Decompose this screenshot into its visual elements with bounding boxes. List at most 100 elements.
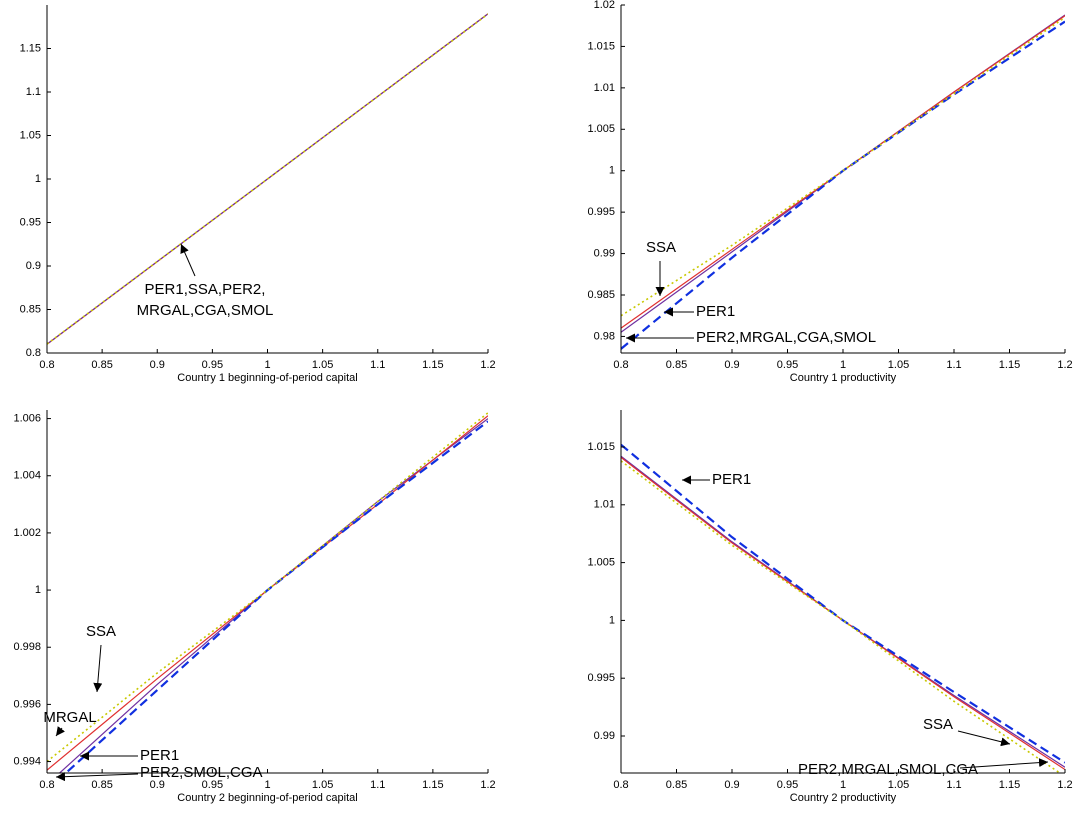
lines: [621, 443, 1065, 773]
y-tick-label: 0.995: [587, 206, 615, 218]
x-tick-label: 1.2: [1057, 359, 1072, 371]
subplot: 0.8 0.85 0.9 0.95 1 1.05 1.1 1.15 1.2 0.99 0.995 1 1…: [587, 410, 1073, 804]
annotation-arrow: [55, 726, 65, 737]
y-tick-label: 1: [35, 173, 41, 185]
lines: [47, 13, 488, 345]
annotation: PER2,MRGAL,CGA,SMOL: [696, 329, 876, 346]
subplot: 0.8 0.85 0.9 0.95 1 1.05 1.1 1.15 1.2 0.994 0.996 0…: [13, 410, 496, 804]
annotation: PER2,SMOL,CGA: [140, 764, 263, 781]
x-tick-label: 1.15: [422, 779, 443, 791]
series-line: [64, 420, 488, 773]
annotation: SSA: [86, 623, 116, 640]
y-tick-label: 1.002: [13, 527, 41, 539]
x-tick-label: 1: [264, 359, 270, 371]
y-tick-label: 1.01: [594, 82, 615, 94]
annotation: PER1,SSA,PER2,: [145, 281, 266, 298]
annotation: MRGAL: [43, 709, 96, 726]
annotation-arrow: [55, 772, 139, 782]
x-tick-label: 0.85: [91, 359, 112, 371]
x-tick-label: 1.15: [999, 779, 1020, 791]
x-tick-label: 1.1: [946, 359, 961, 371]
series-line: [47, 13, 488, 345]
y-tick-label: 1.005: [587, 123, 615, 135]
x-tick-label: 0.9: [724, 779, 739, 791]
y-tick-label: 0.994: [13, 755, 41, 767]
x-tick-label: 1: [840, 359, 846, 371]
x-tick-label: 1.05: [312, 359, 333, 371]
y-tick-label: 0.998: [13, 641, 41, 653]
y-tick-label: 0.99: [594, 247, 615, 259]
y-tick-label: 1: [35, 584, 41, 596]
x-tick-label: 0.95: [777, 359, 798, 371]
x-tick-label: 0.9: [150, 359, 165, 371]
annotation: MRGAL,CGA,SMOL: [137, 302, 274, 319]
x-tick-label: 0.85: [666, 779, 687, 791]
y-tick-label: 1.02: [594, 0, 615, 11]
annotation: SSA: [923, 716, 953, 733]
y-tick-label: 1.05: [20, 129, 41, 141]
x-tick-label: 1.15: [999, 359, 1020, 371]
series-line: [621, 20, 1065, 350]
x-tick-label: 1.2: [480, 359, 495, 371]
y-tick-label: 1.15: [20, 42, 41, 54]
annotation: PER2,MRGAL,SMOL,CGA: [798, 761, 978, 778]
x-tick-label: 1: [264, 779, 270, 791]
x-axis-label: Country 1 beginning-of-period capital: [177, 372, 357, 384]
x-axis-label: Country 2 beginning-of-period capital: [177, 792, 357, 804]
annotation: SSA: [646, 239, 676, 256]
x-tick-label: 0.9: [150, 779, 165, 791]
annotation: PER1: [696, 303, 735, 320]
x-axis-label: Country 2 productivity: [790, 792, 897, 804]
y-tick-label: 0.98: [594, 330, 615, 342]
annotation: PER1: [712, 471, 751, 488]
lines: [47, 412, 488, 773]
x-tick-label: 0.8: [613, 359, 628, 371]
y-tick-label: 0.985: [587, 289, 615, 301]
y-tick-label: 0.99: [594, 730, 615, 742]
x-tick-label: 1.2: [480, 779, 495, 791]
x-tick-label: 0.85: [91, 779, 112, 791]
x-tick-label: 1.2: [1057, 779, 1072, 791]
y-tick-label: 1.004: [13, 470, 41, 482]
x-tick-label: 0.9: [724, 359, 739, 371]
y-tick-label: 1: [609, 614, 615, 626]
series-line: [47, 415, 488, 771]
x-tick-label: 1.1: [946, 779, 961, 791]
annotation-arrow: [180, 243, 196, 277]
y-tick-label: 0.8: [26, 347, 41, 359]
series-line: [621, 460, 1062, 773]
x-tick-label: 1.1: [370, 779, 385, 791]
y-tick-label: 0.9: [26, 260, 41, 272]
x-tick-label: 1.15: [422, 359, 443, 371]
y-tick-label: 0.85: [20, 303, 41, 315]
series-line: [47, 412, 488, 763]
x-tick-label: 0.95: [202, 359, 223, 371]
x-tick-label: 1.05: [888, 779, 909, 791]
subplot: 0.8 0.85 0.9 0.95 1 1.05 1.1 1.15 1.2 0.8 0.85 0.9 0…: [20, 5, 496, 384]
x-tick-label: 0.95: [202, 779, 223, 791]
x-tick-label: 1.05: [312, 779, 333, 791]
x-tick-label: 1: [840, 779, 846, 791]
y-tick-label: 1.006: [13, 412, 41, 424]
series-line: [621, 16, 1065, 317]
annotation: PER1: [140, 747, 179, 764]
x-tick-label: 0.8: [39, 359, 54, 371]
subplot: 0.8 0.85 0.9 0.95 1 1.05 1.1 1.15 1.2 0.98 0.985 0.…: [587, 0, 1072, 384]
x-tick-label: 0.95: [777, 779, 798, 791]
annotation-arrow: [93, 644, 103, 693]
series-line: [621, 14, 1065, 333]
x-tick-label: 0.85: [666, 359, 687, 371]
x-tick-label: 1.05: [888, 359, 909, 371]
x-tick-label: 1.1: [370, 359, 385, 371]
y-tick-label: 1.1: [26, 86, 41, 98]
y-tick-label: 1: [609, 165, 615, 177]
series-line: [621, 456, 1065, 771]
series-line: [621, 443, 1065, 764]
y-tick-label: 1.015: [587, 441, 615, 453]
y-tick-label: 0.996: [13, 698, 41, 710]
y-tick-label: 1.015: [587, 40, 615, 52]
y-tick-label: 0.995: [587, 672, 615, 684]
annotation-arrow: [957, 730, 1011, 747]
annotation-arrow: [959, 758, 1049, 769]
